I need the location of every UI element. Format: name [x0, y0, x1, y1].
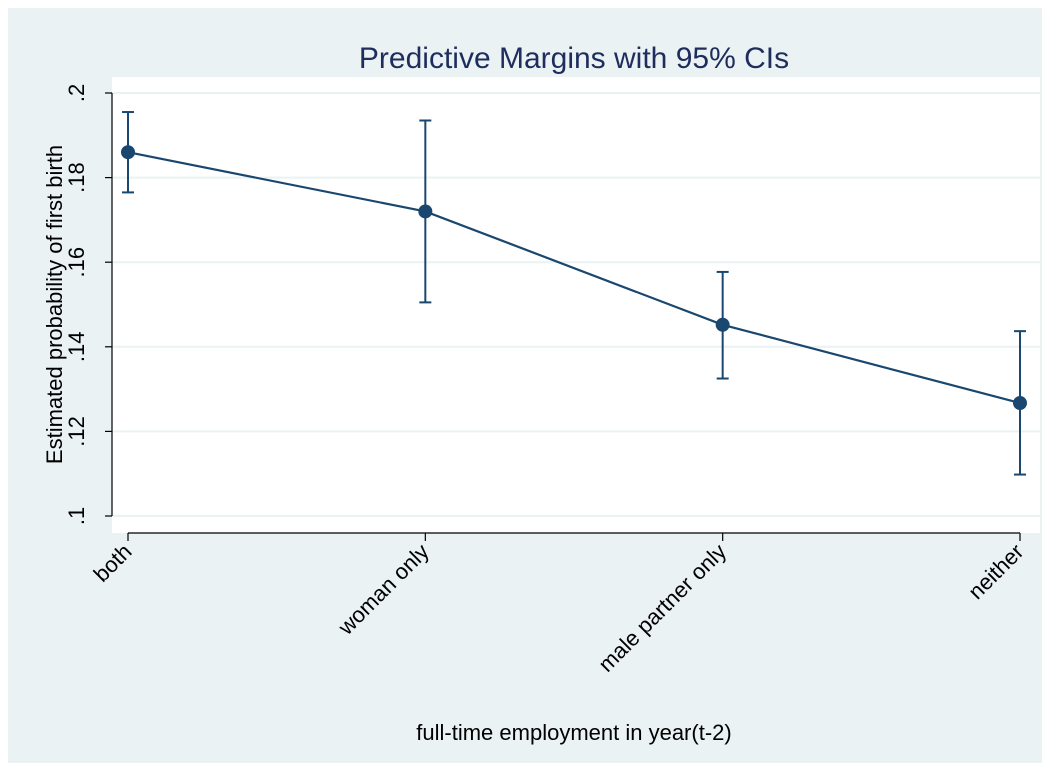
y-axis-label: Estimated probability of first birth: [42, 145, 67, 464]
axes: [111, 93, 1020, 534]
y-tick-label: .2: [64, 84, 89, 102]
x-axis-label: full-time employment in year(t-2): [416, 720, 731, 745]
gridlines: [112, 92, 1040, 517]
y-tick-label: .14: [64, 332, 89, 363]
series-line: [127, 151, 1021, 405]
chart-title: Predictive Margins with 95% CIs: [359, 42, 789, 75]
data-point: [418, 204, 433, 219]
series-group: [121, 111, 1027, 476]
y-tick-label: .12: [64, 416, 89, 447]
plot-area: [112, 77, 1040, 533]
y-tick-label: .16: [64, 247, 89, 278]
y-tick-label: .1: [64, 507, 89, 525]
y-axis-ticks: .1 .12 .14 .16 .18 .2: [64, 84, 112, 525]
y-tick-label: .18: [64, 162, 89, 193]
data-point: [715, 317, 730, 332]
data-point: [1013, 396, 1027, 411]
data-point: [121, 145, 135, 160]
